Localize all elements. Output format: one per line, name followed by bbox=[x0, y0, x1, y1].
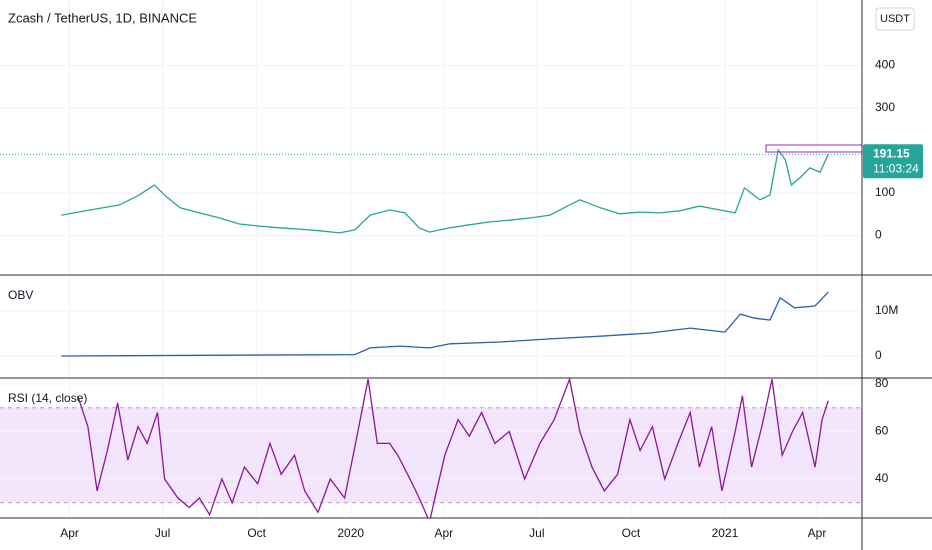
foreground-layer: Apr Jul Oct 2020 Apr Jul Oct 2021 Apr01003004001… bbox=[0, 58, 923, 540]
y-tick-label: 10M bbox=[875, 303, 898, 317]
currency-label: USDT bbox=[880, 13, 910, 25]
y-tick-label: 0 bbox=[875, 228, 882, 242]
y-tick-label: 0 bbox=[875, 348, 882, 362]
x-tick-label: Oct bbox=[247, 526, 266, 540]
drawing-rectangle bbox=[765, 144, 863, 153]
series-line bbox=[77, 378, 829, 518]
currency-badge[interactable] bbox=[875, 7, 915, 31]
pane-title: RSI (14, close) bbox=[8, 391, 87, 405]
last-price-badge bbox=[863, 144, 923, 179]
x-tick-label: Apr bbox=[434, 526, 453, 540]
x-tick-label: Apr bbox=[808, 526, 827, 540]
last-price-label: 191.15 bbox=[873, 146, 910, 160]
y-tick-label: 60 bbox=[875, 424, 889, 438]
x-tick-label: 2020 bbox=[337, 526, 364, 540]
y-tick-label: 100 bbox=[875, 185, 895, 199]
pane-title: OBV bbox=[8, 288, 33, 302]
series-line bbox=[61, 148, 829, 234]
rsi-band bbox=[0, 407, 862, 503]
y-tick-label: 300 bbox=[875, 100, 895, 114]
x-tick-label: 2021 bbox=[712, 526, 739, 540]
y-tick-label: 40 bbox=[875, 471, 889, 485]
x-tick-label: Jul bbox=[155, 526, 170, 540]
background-layer bbox=[0, 0, 862, 518]
x-tick-label: Jul bbox=[529, 526, 544, 540]
chart-title: Zcash / TetherUS, 1D, BINANCE bbox=[8, 10, 197, 25]
y-tick-label: 400 bbox=[875, 58, 895, 72]
countdown-label: 11:03:24 bbox=[873, 161, 919, 175]
x-tick-label: Apr bbox=[60, 526, 79, 540]
series-line bbox=[61, 291, 829, 357]
y-tick-label: 80 bbox=[875, 376, 889, 390]
x-tick-label: Oct bbox=[622, 526, 641, 540]
